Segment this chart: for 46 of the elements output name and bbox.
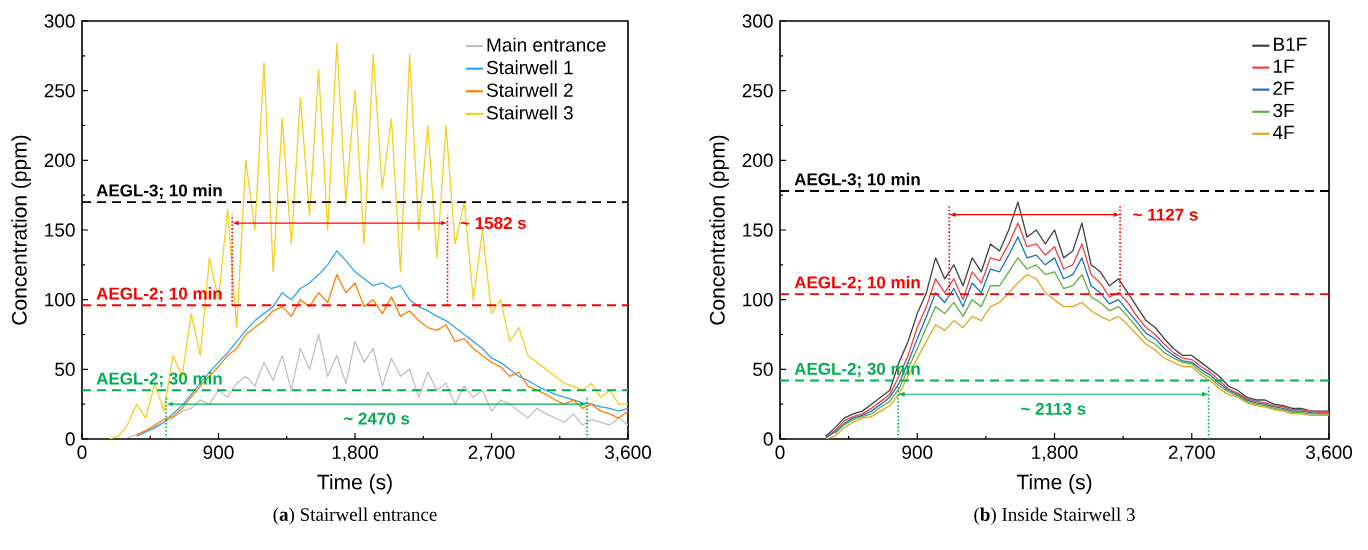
annotation: ~ 1582 s (460, 217, 526, 230)
ref-line-label: AEGL-3; 10 min (794, 172, 920, 188)
legend-label: Stairwell 1 (486, 60, 573, 75)
y-tick-label: 150 (743, 223, 773, 237)
y-tick-label: 200 (44, 153, 75, 168)
legend-label: 3F (1273, 103, 1294, 118)
x-tick-label: 1,800 (1032, 445, 1078, 462)
annotation: ~ 1127 s (1133, 208, 1198, 221)
y-tick-label: 50 (55, 362, 75, 377)
x-axis-title: Time (s) (1016, 474, 1092, 494)
y-tick-label: 50 (753, 362, 773, 377)
x-tick-label: 2,700 (468, 445, 515, 462)
legend-label: 1F (1273, 59, 1294, 73)
x-axis-title: Time (s) (317, 474, 392, 494)
text: (b) Inside Stairwell 3 (974, 507, 1135, 525)
x-tick-label: 0 (77, 445, 87, 459)
y-axis-title: Concentration (ppm) (11, 135, 31, 325)
legend-label: Stairwell 3 (486, 105, 573, 120)
y-tick-label: 250 (44, 83, 75, 98)
y-tick-label: 300 (742, 14, 773, 28)
y-tick-label: 250 (742, 83, 773, 98)
x-tick-label: 1,800 (332, 445, 379, 462)
legend-label: Main entrance (487, 37, 606, 52)
y-tick-label: 200 (742, 153, 773, 168)
text: (a) Stairwell entrance (273, 507, 437, 525)
annotation: ~ 2470 s (343, 412, 410, 425)
legend-label: B1F (1274, 37, 1307, 51)
y-tick-label: 100 (45, 292, 75, 307)
ref-line-label: AEGL-2; 10 min (794, 275, 920, 291)
annotation: ~ 2113 s (1021, 402, 1086, 415)
y-tick-label: 300 (44, 14, 75, 28)
x-tick-label: 0 (775, 445, 785, 459)
y-tick-label: 100 (743, 292, 773, 307)
x-tick-label: 3,600 (604, 445, 652, 462)
x-tick-label: 2,700 (1168, 445, 1215, 462)
legend-label: 4F (1272, 125, 1294, 139)
y-tick-label: 0 (763, 432, 773, 446)
y-tick-label: 0 (65, 432, 75, 446)
x-tick-label: 900 (902, 445, 933, 459)
legend-label: Stairwell 2 (486, 82, 573, 97)
ref-line-label: AEGL-3; 10 min (96, 183, 222, 199)
x-tick-label: 900 (203, 445, 234, 459)
legend-label: 2F (1273, 81, 1294, 95)
y-tick-label: 150 (45, 223, 75, 237)
x-tick-label: 3,600 (1305, 445, 1353, 462)
y-axis-title: Concentration (ppm) (709, 135, 729, 325)
